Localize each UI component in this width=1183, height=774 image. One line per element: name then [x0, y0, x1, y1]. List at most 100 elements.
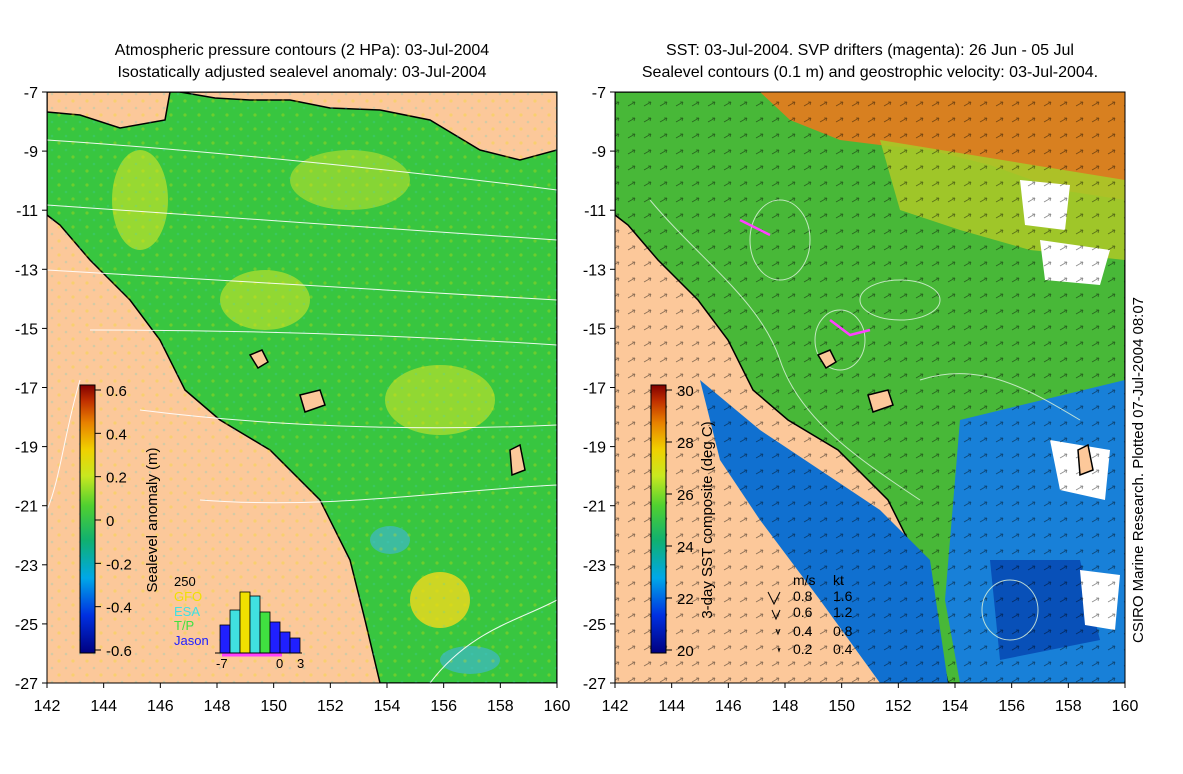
y-tick-label: -9 [592, 144, 606, 161]
x-tick-label: 152 [885, 698, 912, 715]
x-tick-label: 154 [942, 698, 969, 715]
y-tick-label: -11 [584, 203, 606, 220]
histogram-y-tick: 250 [174, 574, 196, 589]
y-tick-label: -21 [583, 499, 606, 516]
y-tick-label: -27 [583, 676, 606, 693]
right-panel: SST: 03-Jul-2004. SVP drifters (magenta)… [583, 42, 1147, 715]
y-tick-label: -25 [583, 617, 606, 634]
colorbar-tick-label: -0.4 [106, 600, 132, 617]
left-y-axis: -7 -9 -11 -13 -15 -17 -19 -21 -23 -25 -27 [15, 85, 47, 693]
x-tick-label: 142 [34, 698, 61, 715]
velocity-arrow-icon [775, 628, 781, 636]
right-sealevel-contours [649, 199, 1081, 641]
histogram-x-tick: 0 [276, 656, 283, 671]
x-tick-label: 156 [430, 698, 457, 715]
y-tick-label: -19 [583, 440, 606, 457]
y-tick-label: -13 [15, 262, 38, 279]
x-tick-label: 148 [772, 698, 799, 715]
y-tick-label: -9 [24, 144, 38, 161]
x-tick-label: 152 [317, 698, 344, 715]
x-tick-label: 146 [147, 698, 174, 715]
right-map [615, 92, 1125, 683]
right-velocity-vectors [615, 92, 1125, 683]
velocity-ms-3: 0.2 [793, 641, 813, 657]
velocity-arrow-icon [771, 609, 781, 621]
velocity-legend-header-kt: kt [833, 572, 844, 588]
left-reef-islands [248, 349, 526, 477]
x-tick-label: 160 [544, 698, 571, 715]
x-tick-label: 142 [602, 698, 629, 715]
velocity-arrow-icon [767, 591, 781, 606]
colorbar-tick-label: 0.2 [106, 470, 127, 487]
credit-text: CSIRO Marine Research. Plotted 07-Jul-20… [1130, 297, 1147, 643]
altimeter-histogram: 250 GFO ESA T/P Jason -7 0 3 [174, 574, 304, 671]
x-tick-label: 156 [998, 698, 1025, 715]
right-colorbar [650, 384, 667, 654]
velocity-ms-0: 0.8 [793, 588, 813, 604]
right-y-axis: -7 -9 -11 -13 -15 -17 -19 -21 -23 -25 -27 [583, 85, 615, 693]
histogram-bar [259, 611, 271, 654]
left-panel: Atmospheric pressure contours (2 HPa): 0… [15, 42, 571, 715]
right-reef-islands [816, 349, 1094, 477]
right-x-axis: 142 144 146 148 150 152 154 156 158 160 [602, 683, 1139, 715]
x-tick-label: 154 [374, 698, 401, 715]
x-tick-label: 148 [204, 698, 231, 715]
histogram-legend-jason: Jason [174, 633, 209, 648]
y-tick-label: -11 [16, 203, 38, 220]
left-pressure-contours [47, 139, 557, 683]
histogram-bar [269, 621, 281, 654]
velocity-ms-2: 0.4 [793, 623, 813, 639]
right-colorbar-ticks: 30 28 26 24 22 20 [666, 383, 694, 660]
y-tick-label: -21 [15, 499, 38, 516]
x-tick-label: 146 [715, 698, 742, 715]
y-tick-label: -13 [583, 262, 606, 279]
y-tick-label: -17 [583, 381, 606, 398]
colorbar-tick-label: 24 [677, 539, 694, 556]
histogram-legend-tp: T/P [174, 618, 194, 633]
left-colorbar-ticks: 0.6 0.4 0.2 0 -0.2 -0.4 -0.6 [95, 383, 132, 660]
colorbar-tick-label: 22 [677, 591, 694, 608]
colorbar-tick-label: 20 [677, 643, 694, 660]
x-tick-label: 158 [487, 698, 514, 715]
velocity-kt-0: 1.6 [833, 588, 853, 604]
colorbar-tick-label: 28 [677, 435, 694, 452]
x-tick-label: 144 [658, 698, 685, 715]
velocity-ms-1: 0.6 [793, 604, 813, 620]
histogram-x-tick: -7 [216, 656, 228, 671]
velocity-kt-1: 1.2 [833, 604, 853, 620]
histogram-bar [279, 631, 291, 654]
histogram-bar [229, 609, 241, 654]
y-tick-label: -7 [592, 85, 606, 102]
right-title-line1: SST: 03-Jul-2004. SVP drifters (magenta)… [666, 42, 1074, 59]
velocity-kt-2: 0.8 [833, 623, 853, 639]
x-tick-label: 150 [260, 698, 287, 715]
colorbar-tick-label: -0.6 [106, 643, 132, 660]
x-tick-label: 158 [1055, 698, 1082, 715]
histogram-legend-gfo: GFO [174, 589, 202, 604]
y-tick-label: -7 [24, 85, 38, 102]
left-title-line2: Isostatically adjusted sealevel anomaly:… [117, 64, 486, 81]
histogram-bar [249, 595, 261, 654]
velocity-legend: m/s kt 0.8 1.6 0.6 1.2 0.4 0.8 0.2 0.4 [767, 572, 853, 657]
y-tick-label: -19 [15, 440, 38, 457]
velocity-legend-header-ms: m/s [793, 572, 816, 588]
y-tick-label: -27 [15, 676, 38, 693]
right-svp-drifters [739, 218, 871, 337]
histogram-bar [239, 591, 251, 654]
x-tick-label: 144 [90, 698, 117, 715]
colorbar-tick-label: -0.2 [106, 556, 132, 573]
velocity-arrow-icon [777, 647, 781, 653]
y-tick-label: -23 [583, 558, 606, 575]
y-tick-label: -17 [15, 381, 38, 398]
left-title-line1: Atmospheric pressure contours (2 HPa): 0… [115, 42, 489, 59]
x-tick-label: 160 [1112, 698, 1139, 715]
colorbar-tick-label: 0 [106, 513, 114, 530]
y-tick-label: -25 [15, 617, 38, 634]
y-tick-label: -23 [15, 558, 38, 575]
histogram-bar [219, 624, 231, 654]
left-colorbar-label: Sealevel anomaly (m) [144, 447, 161, 592]
colorbar-tick-label: 26 [677, 487, 694, 504]
left-x-axis: 142 144 146 148 150 152 154 156 158 160 [34, 683, 571, 715]
